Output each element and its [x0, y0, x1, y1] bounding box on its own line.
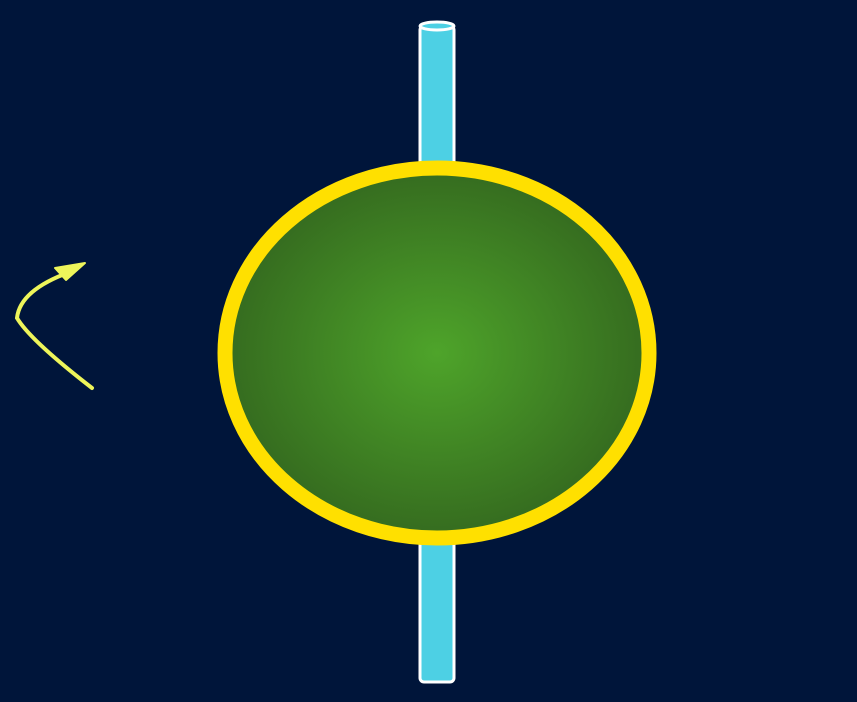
rotation-arrow	[14, 262, 94, 390]
arrow-curve	[14, 270, 94, 390]
rod-cap	[418, 20, 456, 32]
arrow-head	[54, 262, 86, 281]
sphere	[217, 160, 657, 546]
